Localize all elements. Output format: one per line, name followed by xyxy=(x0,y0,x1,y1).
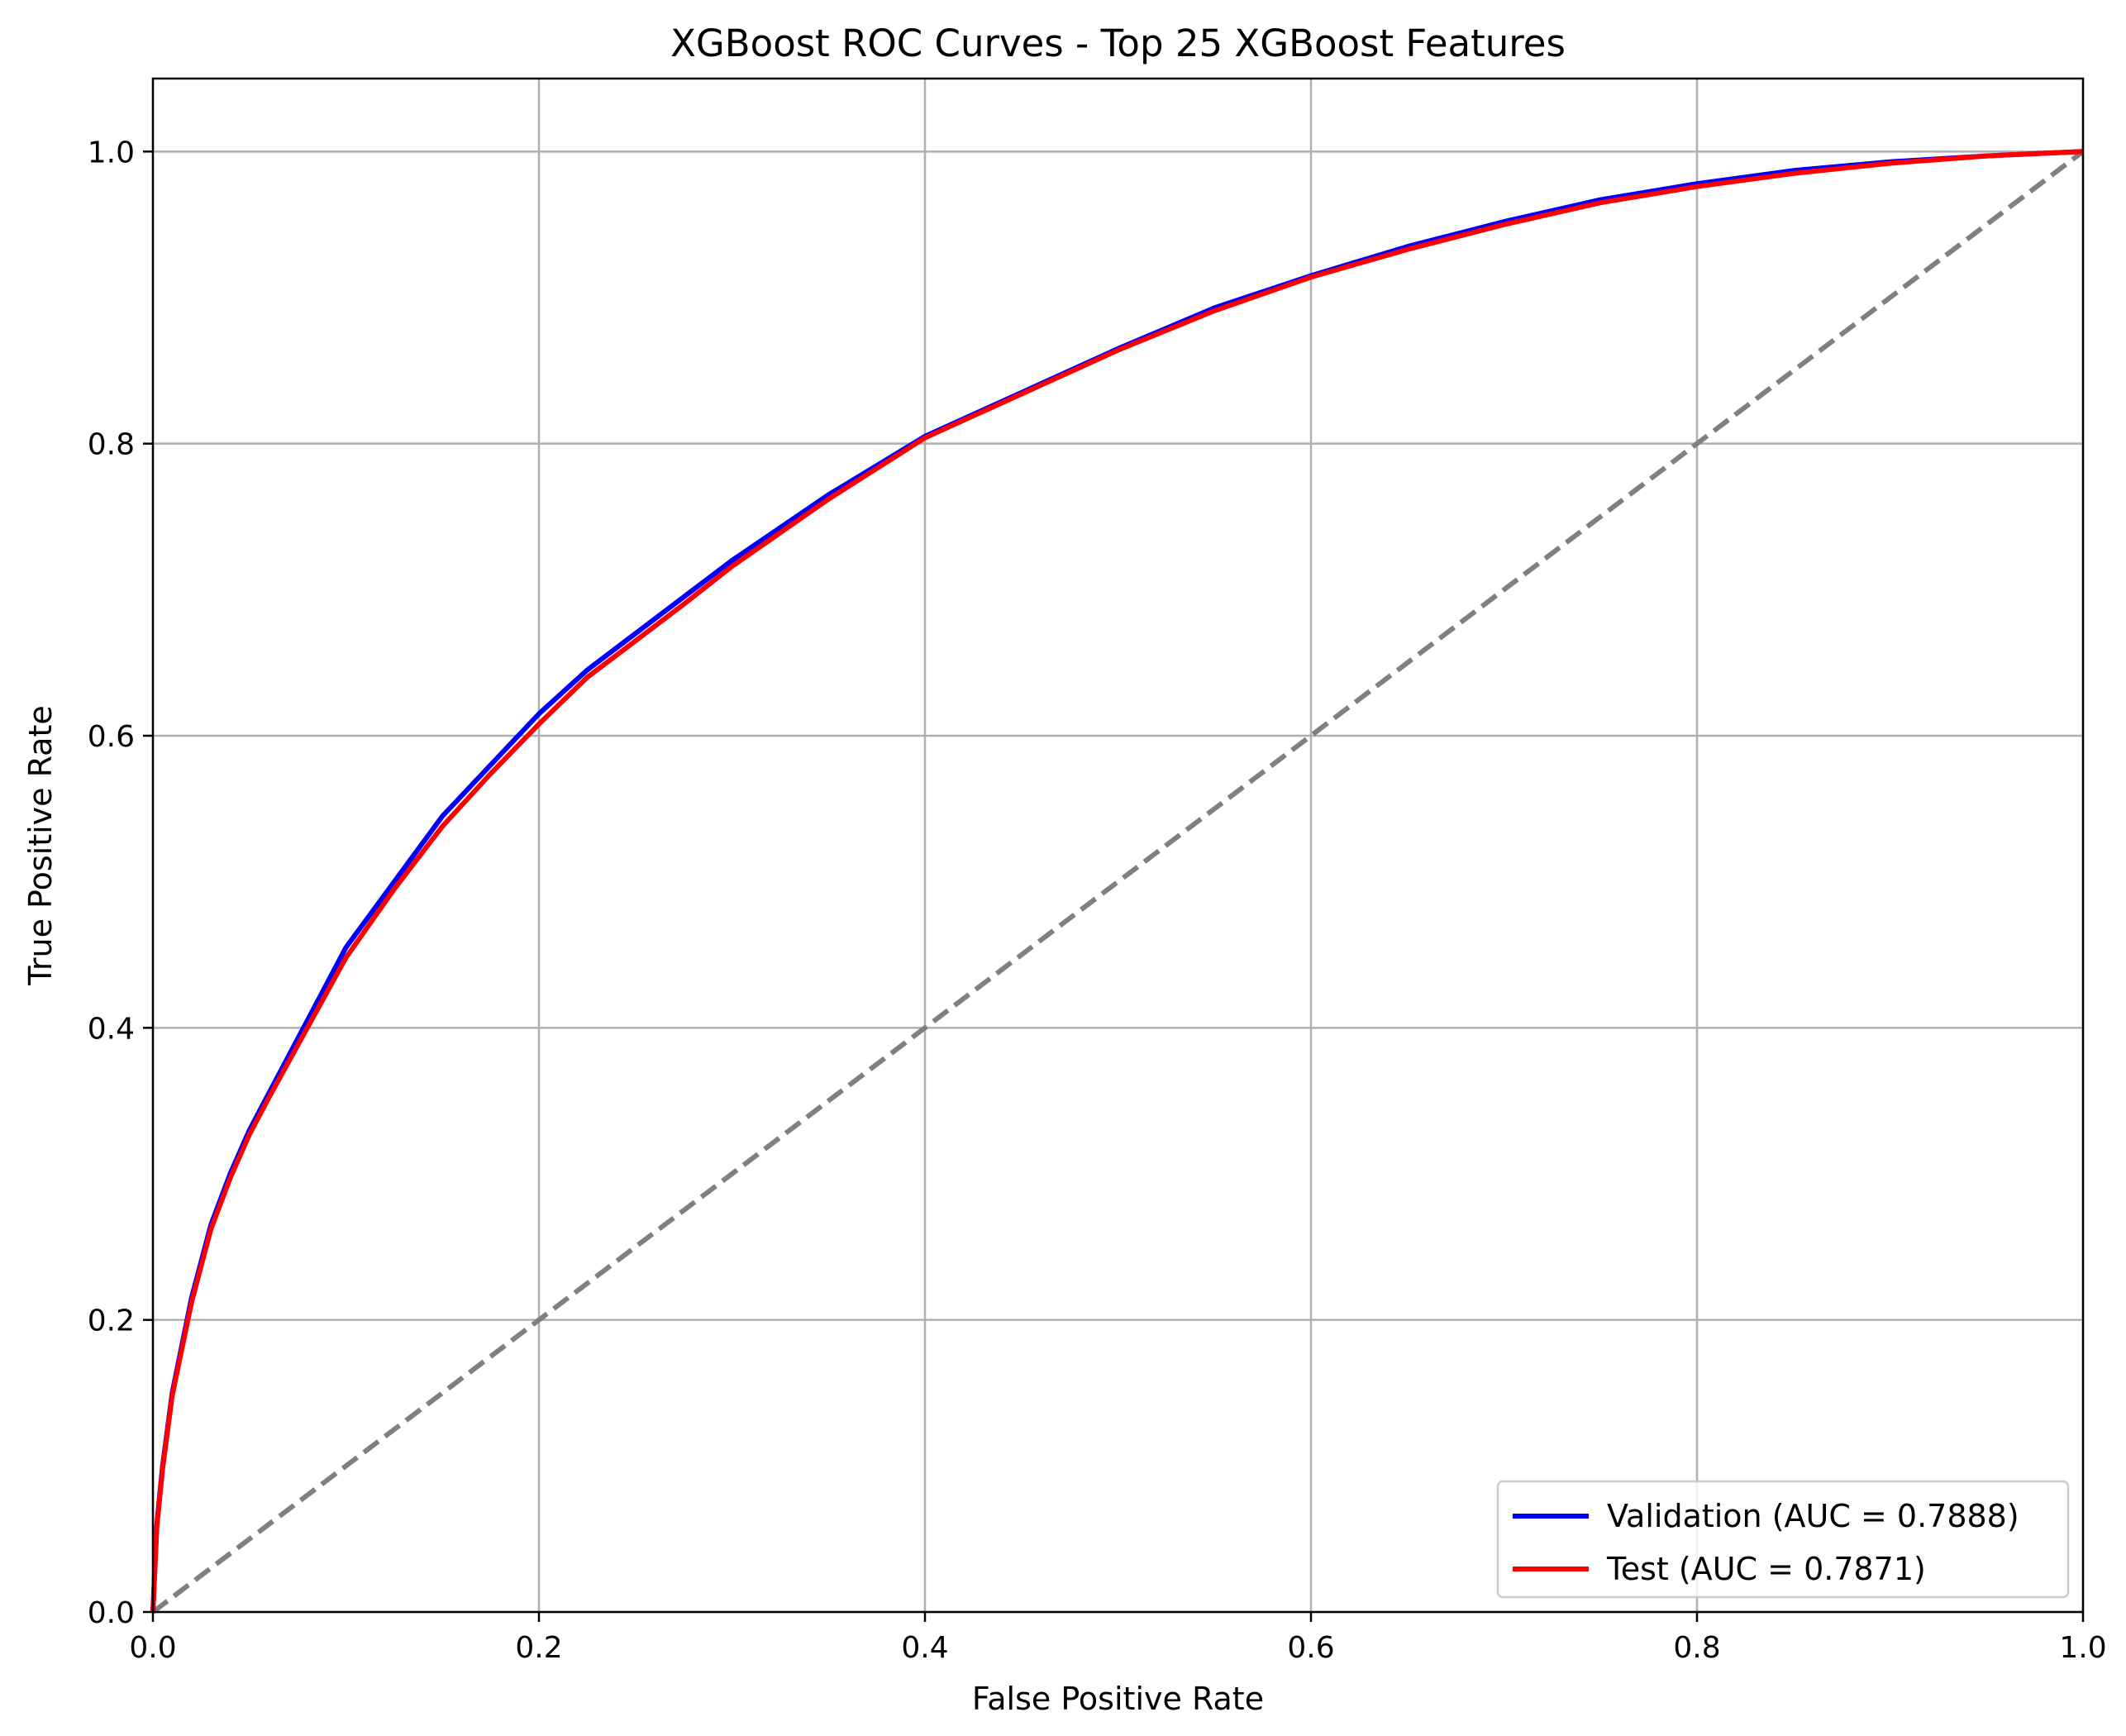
x-tick-label: 0.0 xyxy=(129,1631,176,1665)
legend-box xyxy=(1496,1480,2070,1599)
y-tick-label: 0.4 xyxy=(88,1012,135,1046)
y-tick-label: 0.0 xyxy=(88,1596,135,1630)
x-axis-ticks: 0.0 0.2 0.4 0.6 0.8 1.0 xyxy=(129,1612,2107,1665)
series-layer xyxy=(150,149,2085,1614)
x-tick-label: 0.8 xyxy=(1673,1631,1720,1665)
chart-title: XGBoost ROC Curves - Top 25 XGBoost Feat… xyxy=(670,21,1566,65)
legend: Validation (AUC = 0.7888) Test (AUC = 0.7… xyxy=(1496,1480,2070,1599)
series-line-1 xyxy=(150,149,2084,1613)
x-tick-label: 0.6 xyxy=(1287,1631,1334,1665)
plot-area-background xyxy=(153,79,2083,1612)
legend-label: Test (AUC = 0.7871) xyxy=(1606,1551,1926,1587)
y-tick-label: 1.0 xyxy=(88,136,135,169)
x-tick-label: 1.0 xyxy=(2059,1631,2106,1665)
y-tick-label: 0.8 xyxy=(88,428,135,462)
x-tick-label: 0.2 xyxy=(515,1631,562,1665)
plot-frame xyxy=(151,77,2085,1614)
legend-label: Validation (AUC = 0.7888) xyxy=(1607,1498,2019,1534)
y-axis-ticks: 0.0 0.2 0.4 0.6 0.8 1.0 xyxy=(88,136,153,1630)
diagonal-reference-line xyxy=(151,149,2085,1614)
y-axis-label: True Positive Rate xyxy=(22,705,59,986)
y-tick-label: 0.6 xyxy=(88,720,135,754)
y-tick-label: 0.2 xyxy=(88,1304,135,1338)
x-tick-label: 0.4 xyxy=(901,1631,948,1665)
x-axis-label: False Positive Rate xyxy=(972,1681,1264,1717)
grid-lines xyxy=(151,79,2085,1614)
